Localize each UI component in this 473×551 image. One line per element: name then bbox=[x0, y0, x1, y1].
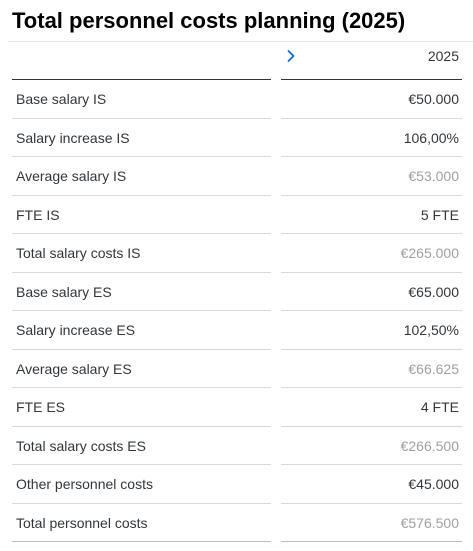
row-value-calculated: €266.500 bbox=[400, 437, 459, 454]
table-row: Average salary ES €66.625 bbox=[0, 350, 473, 388]
table-row: Total salary costs ES €266.500 bbox=[0, 427, 473, 465]
row-value-input[interactable]: 4 FTE bbox=[420, 399, 459, 415]
row-divider bbox=[281, 156, 462, 157]
row-label: Average salary IS bbox=[16, 168, 127, 184]
row-divider bbox=[281, 464, 462, 465]
row-divider bbox=[281, 425, 462, 427]
row-label: FTE IS bbox=[16, 206, 60, 223]
row-divider bbox=[12, 194, 271, 196]
header-divider-right bbox=[281, 79, 462, 80]
row-divider bbox=[12, 541, 271, 542]
table-row: Base salary ES €65.000 bbox=[0, 273, 473, 311]
row-divider bbox=[281, 233, 462, 234]
row-divider bbox=[12, 502, 271, 504]
row-value-input[interactable]: €45.000 bbox=[408, 476, 459, 492]
row-divider bbox=[12, 156, 271, 157]
row-divider bbox=[12, 348, 271, 350]
table-row: Total personnel costs €576.500 bbox=[0, 504, 473, 542]
row-divider bbox=[12, 117, 271, 119]
row-label: Total salary costs ES bbox=[16, 437, 146, 454]
table-header: 2025 bbox=[0, 42, 473, 80]
row-divider bbox=[12, 310, 271, 311]
row-divider bbox=[12, 425, 271, 427]
row-label: Total personnel costs bbox=[16, 514, 148, 531]
row-label: Salary increase IS bbox=[16, 129, 130, 146]
row-divider bbox=[281, 541, 462, 542]
row-divider bbox=[12, 271, 271, 273]
row-value-input[interactable]: 102,50% bbox=[403, 322, 459, 338]
table-row: FTE ES 4 FTE bbox=[0, 388, 473, 427]
row-divider bbox=[281, 117, 462, 119]
row-divider bbox=[281, 387, 462, 388]
title-divider bbox=[8, 41, 473, 42]
row-label: Salary increase ES bbox=[16, 322, 136, 338]
row-value-calculated: €576.500 bbox=[400, 514, 459, 531]
row-divider bbox=[281, 348, 462, 350]
row-divider bbox=[281, 194, 462, 196]
row-label: Base salary ES bbox=[16, 283, 112, 300]
table-row: Base salary IS €50.000 bbox=[0, 80, 473, 119]
table-row: FTE IS 5 FTE bbox=[0, 196, 473, 234]
table-row: Salary increase ES 102,50% bbox=[0, 311, 473, 350]
row-label: Total salary costs IS bbox=[16, 245, 141, 261]
column-header-year: 2025 bbox=[427, 48, 459, 64]
row-label: Base salary IS bbox=[16, 91, 107, 107]
row-value-calculated: €265.000 bbox=[400, 245, 459, 261]
expand-columns-button[interactable] bbox=[281, 44, 301, 68]
row-value-input[interactable]: €65.000 bbox=[408, 283, 459, 300]
table-row: Average salary IS €53.000 bbox=[0, 157, 473, 196]
row-label: Average salary ES bbox=[16, 360, 132, 377]
row-label: FTE ES bbox=[16, 399, 66, 415]
row-divider bbox=[281, 271, 462, 273]
row-divider bbox=[12, 464, 271, 465]
table-row: Total salary costs IS €265.000 bbox=[0, 234, 473, 273]
row-value-input[interactable]: 5 FTE bbox=[420, 206, 459, 223]
row-divider bbox=[281, 310, 462, 311]
chevron-right-icon bbox=[287, 50, 295, 62]
row-divider bbox=[12, 233, 271, 234]
row-value-calculated: €53.000 bbox=[408, 168, 459, 184]
page-title: Total personnel costs planning (2025) bbox=[12, 8, 406, 33]
row-label: Other personnel costs bbox=[16, 476, 153, 492]
row-value-calculated: €66.625 bbox=[408, 360, 459, 377]
row-value-input[interactable]: €50.000 bbox=[408, 91, 459, 107]
header-divider-left bbox=[12, 79, 271, 80]
row-divider bbox=[281, 502, 462, 504]
table-row: Other personnel costs €45.000 bbox=[0, 465, 473, 504]
row-value-input[interactable]: 106,00% bbox=[403, 129, 459, 146]
table-body: Base salary IS €50.000 Salary increase I… bbox=[0, 80, 473, 542]
table-row: Salary increase IS 106,00% bbox=[0, 119, 473, 157]
row-divider bbox=[12, 387, 271, 388]
